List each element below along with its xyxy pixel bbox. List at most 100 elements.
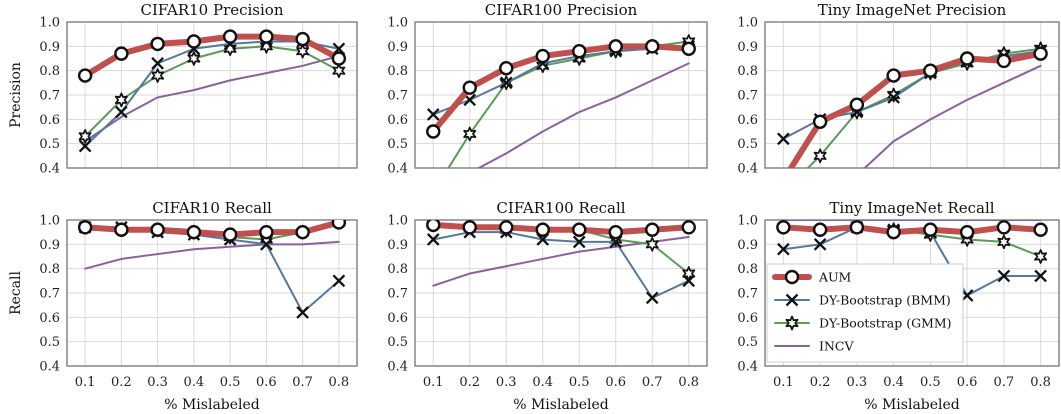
data-point-aum	[886, 68, 901, 83]
data-point-dy-bootstrap-bmm	[151, 57, 164, 70]
data-point-aum	[499, 220, 514, 235]
x-axis-label: % Mislabeled	[164, 397, 260, 413]
data-point-dy-bootstrap-gmm	[332, 63, 346, 79]
data-point-aum	[996, 220, 1012, 235]
series-incv	[84, 55, 340, 143]
y-tick-label: 0.9	[737, 40, 758, 55]
legend-marker	[784, 269, 800, 285]
data-point-aum	[996, 53, 1012, 69]
y-tick-label: 0.4	[387, 162, 408, 177]
x-tick-label: 0.6	[605, 375, 626, 390]
data-point-aum	[776, 220, 791, 235]
data-point-dy-bootstrap-bmm	[426, 108, 440, 121]
legend-entry-incv: INCV	[774, 339, 854, 354]
x-tick-label: 0.4	[184, 375, 205, 390]
data-point-dy-bootstrap-gmm	[887, 87, 901, 103]
data-point-aum	[923, 63, 938, 78]
x-tick-label: 0.1	[423, 375, 444, 390]
data-point-aum	[462, 220, 477, 235]
data-point-aum	[150, 36, 165, 52]
x-tick-label: 0.8	[329, 375, 350, 390]
y-tick-label: 0.8	[39, 262, 60, 277]
data-point-aum	[849, 220, 865, 235]
x-tick-label: 0.4	[883, 375, 904, 390]
panel-cifar100-precision: 0.4 0.5 0.6 0.7 0.8 0.9 1.0 CIFAR100 Precision	[387, 1, 708, 199]
data-point-dy-bootstrap-bmm	[296, 306, 309, 319]
y-tick-label: 1.0	[737, 214, 758, 229]
data-point-aum	[462, 80, 477, 95]
x-tick-label: 0.5	[220, 375, 241, 390]
x-tick-label: 0.2	[810, 375, 831, 390]
y-tick-label: 0.6	[737, 113, 758, 128]
panel-cifar10-precision: 0.4 0.5 0.6 0.7 0.8 0.9 1.0 CIFAR10 Precision	[39, 1, 358, 177]
y-tick-label: 1.0	[737, 16, 758, 31]
y-tick-label: 0.8	[737, 64, 758, 79]
data-point-aum	[150, 222, 165, 237]
panel-title: CIFAR10 Precision	[140, 1, 283, 19]
series-line-incv	[84, 240, 340, 270]
data-point-aum	[295, 224, 310, 240]
y-tick-label: 0.9	[39, 238, 60, 253]
data-point-aum	[645, 222, 660, 237]
data-point-aum	[959, 51, 975, 66]
series-line-dy-bootstrap-bmm	[432, 231, 690, 299]
data-point-aum	[1033, 46, 1048, 61]
y-tick-label: 0.5	[387, 335, 408, 350]
panel-cifar100-recall: 0.4 0.5 0.6 0.7 0.8 0.9 1.0 0.1 0.2 0.3 0.4 0.5 0.6 0…	[387, 199, 708, 413]
data-point-aum	[535, 48, 550, 64]
data-point-dy-bootstrap-bmm	[997, 269, 1011, 283]
x-tick-label: 0.3	[147, 375, 168, 390]
y-tick-label: 0.6	[737, 311, 758, 326]
y-tick-label: 1.0	[39, 214, 60, 229]
panel-title: CIFAR100 Recall	[496, 199, 625, 217]
x-tick-label: 0.1	[773, 375, 794, 390]
data-point-dy-bootstrap-gmm	[428, 186, 439, 199]
series-aum	[426, 220, 696, 240]
series-incv	[84, 240, 340, 270]
x-tick-label: 0.1	[75, 375, 96, 390]
data-point-aum	[295, 31, 310, 47]
x-tick-label: 0.3	[847, 375, 868, 390]
series-aum	[77, 220, 347, 242]
data-point-aum	[499, 61, 514, 76]
y-tick-label: 0.9	[737, 238, 758, 253]
data-point-aum	[331, 220, 347, 230]
panel-title: Tiny ImageNet Recall	[829, 199, 994, 217]
data-point-aum	[1033, 222, 1048, 237]
y-tick-label: 0.4	[737, 162, 758, 177]
x-tick-label: 0.7	[994, 375, 1015, 390]
plot-border	[66, 21, 358, 169]
series-aum	[776, 220, 1048, 240]
x-tick-label: 0.2	[111, 375, 132, 390]
y-tick-label: 0.9	[387, 40, 408, 55]
legend-marker	[785, 315, 799, 331]
y-tick-label: 0.7	[39, 287, 60, 302]
data-point-dy-bootstrap-bmm	[682, 274, 696, 288]
data-point-aum	[645, 39, 660, 54]
data-point-aum	[535, 222, 550, 237]
data-point-aum	[186, 224, 202, 240]
y-tick-label: 0.4	[39, 162, 60, 177]
series-line-dy-bootstrap-gmm	[84, 45, 340, 138]
data-point-aum	[331, 51, 347, 66]
legend-label: DY-Bootstrap (GMM)	[819, 316, 952, 331]
y-tick-label: 0.7	[387, 287, 408, 302]
y-tick-label: 0.9	[39, 40, 60, 55]
data-point-dy-bootstrap-gmm	[463, 126, 477, 142]
plot-border	[764, 21, 1060, 169]
data-point-dy-bootstrap-gmm	[114, 92, 128, 108]
data-point-aum	[886, 224, 901, 240]
data-point-aum	[812, 222, 828, 237]
data-point-aum	[959, 224, 975, 240]
y-tick-label: 0.4	[737, 360, 758, 375]
data-point-aum	[77, 68, 93, 83]
x-axis-label: % Mislabeled	[513, 397, 609, 413]
data-point-dy-bootstrap-bmm	[499, 76, 513, 90]
panel-tiny-imagenet-precision: 0.4 0.5 0.6 0.7 0.8 0.9 1.0 Tiny ImageNet Preci…	[737, 1, 1060, 177]
data-point-aum	[77, 220, 93, 235]
y-tick-label: 0.7	[39, 89, 60, 104]
x-axis-label: % Mislabeled	[864, 397, 960, 413]
panel-title: CIFAR100 Precision	[485, 1, 638, 19]
series-aum	[77, 29, 347, 83]
